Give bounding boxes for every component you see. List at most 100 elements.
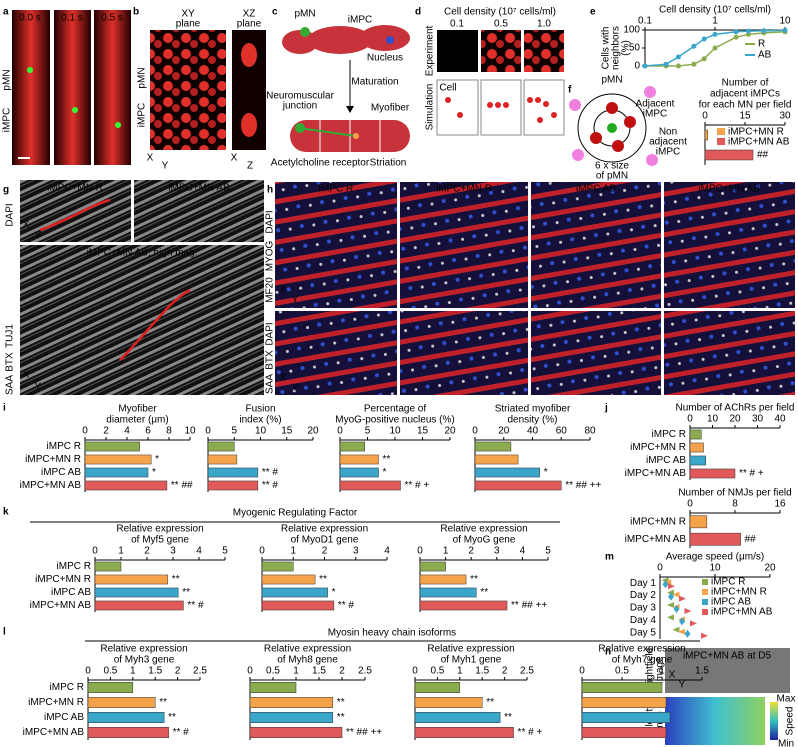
x-tick-label: 60 (556, 426, 568, 437)
x-tick-label: 0 (92, 546, 98, 557)
chart-title: of Myh8 gene (277, 655, 338, 666)
label: Neuromuscular (266, 91, 334, 102)
label: Brightfield (645, 648, 656, 692)
x-tick-label: 8 (166, 426, 172, 437)
legend-label: iMPC+MN AB (728, 137, 790, 148)
point (701, 36, 707, 42)
panel-letter: g (3, 185, 9, 196)
bar (249, 682, 297, 693)
bar (249, 712, 334, 723)
significance: ** (172, 574, 180, 585)
x-tick-label: 10 (389, 426, 401, 437)
point (672, 626, 680, 633)
bar (581, 682, 663, 693)
x-tick-label: 20 (764, 563, 776, 574)
x-tick-label: 0 (579, 666, 585, 677)
x-tick-label: 0.5 (103, 666, 117, 677)
panel-letter: m (605, 552, 614, 563)
label: Striation (370, 158, 407, 169)
label: SAA (265, 374, 276, 394)
legend-label: AB (758, 50, 772, 61)
x-tick-label: 15 (281, 426, 293, 437)
category-label: Day 5 (630, 627, 657, 638)
label: 1.0 (537, 19, 551, 30)
label: plane (176, 19, 201, 30)
x-tick-label: 1 (130, 666, 136, 677)
significance: ## (757, 150, 769, 161)
panel-letter: j (604, 403, 608, 414)
x-tick-label: 10 (707, 414, 719, 425)
image (664, 182, 795, 308)
chart-title: adjacent iMPCs (710, 89, 780, 100)
x-tick-label: 16 (774, 499, 786, 510)
bar (261, 600, 335, 611)
label: Non (659, 127, 677, 138)
significance: ** (504, 712, 512, 723)
category-label: iMPC R (652, 429, 686, 440)
label: Y (292, 383, 299, 394)
significance: * (332, 587, 336, 598)
legend-swatch (702, 609, 708, 615)
y-axis-label: Cells with (601, 27, 612, 70)
bar (261, 561, 294, 572)
label: Min (778, 739, 794, 747)
chart-title: of Myh1 gene (441, 655, 502, 666)
x-tick-label: 2 (175, 666, 181, 677)
category-label: Day 3 (630, 603, 657, 614)
x-tick-label: 0 (205, 426, 211, 437)
x-tick-label: 0 (687, 499, 693, 510)
label: X (231, 153, 238, 164)
label: Myogenic Regulating Factor (233, 508, 358, 519)
chart-title: Relative expression (281, 524, 368, 535)
significance: * (155, 454, 159, 465)
x-tick-label: 4 (520, 546, 526, 557)
point (664, 579, 672, 586)
bar (689, 532, 741, 546)
chart-title: Relative expression (427, 644, 514, 655)
image (531, 182, 661, 308)
chart-title: Relative expression (264, 644, 351, 655)
label: iMPC AB (576, 184, 616, 195)
x-tick-label: 10 (709, 563, 721, 574)
x-tick-label: 8 (732, 499, 738, 510)
label: Cell density (10⁷ cells/ml) (444, 7, 556, 18)
label: iMPC R (319, 184, 353, 195)
bar (414, 727, 514, 738)
label: XZ (243, 9, 256, 20)
panel-letter: n (605, 647, 611, 658)
image (12, 10, 50, 165)
x-tick-label: 1.5 (695, 666, 709, 677)
x-tick-label: 30 (752, 414, 764, 425)
x-tick-label: 0 (412, 666, 418, 677)
point (672, 591, 680, 598)
cell (72, 107, 78, 113)
x-tick-label: 15 (739, 111, 751, 122)
image (523, 79, 565, 136)
significance: ** # + (739, 468, 764, 479)
point (701, 632, 708, 639)
bar (474, 480, 562, 491)
point (684, 629, 691, 638)
bar (419, 574, 467, 585)
point (690, 620, 697, 627)
label: DAPI (265, 210, 276, 233)
bar (94, 561, 122, 572)
point (684, 608, 692, 614)
category-label: iMPC+MN AB (30, 600, 92, 611)
chart-title: Cell density (10⁷ cells/ml) (659, 5, 771, 16)
category-label: iMPC AB (51, 587, 91, 598)
point (675, 54, 681, 60)
significance: ** (319, 574, 327, 585)
x-tick-label: 2.5 (193, 666, 207, 677)
label: iMPC (656, 147, 680, 158)
significance: * (383, 467, 387, 478)
label: Acetylcholine receptor (271, 158, 370, 169)
label: DAPI (265, 322, 276, 345)
label: iMPC (348, 15, 372, 26)
panel-letter: f (568, 85, 572, 96)
chart-title: Myofiber (118, 404, 157, 415)
significance: ** (383, 454, 391, 465)
x-tick-label: 0.1 (638, 16, 652, 27)
x-tick-label: 5 (545, 546, 551, 557)
chart-title: of Myh3 gene (114, 655, 175, 666)
